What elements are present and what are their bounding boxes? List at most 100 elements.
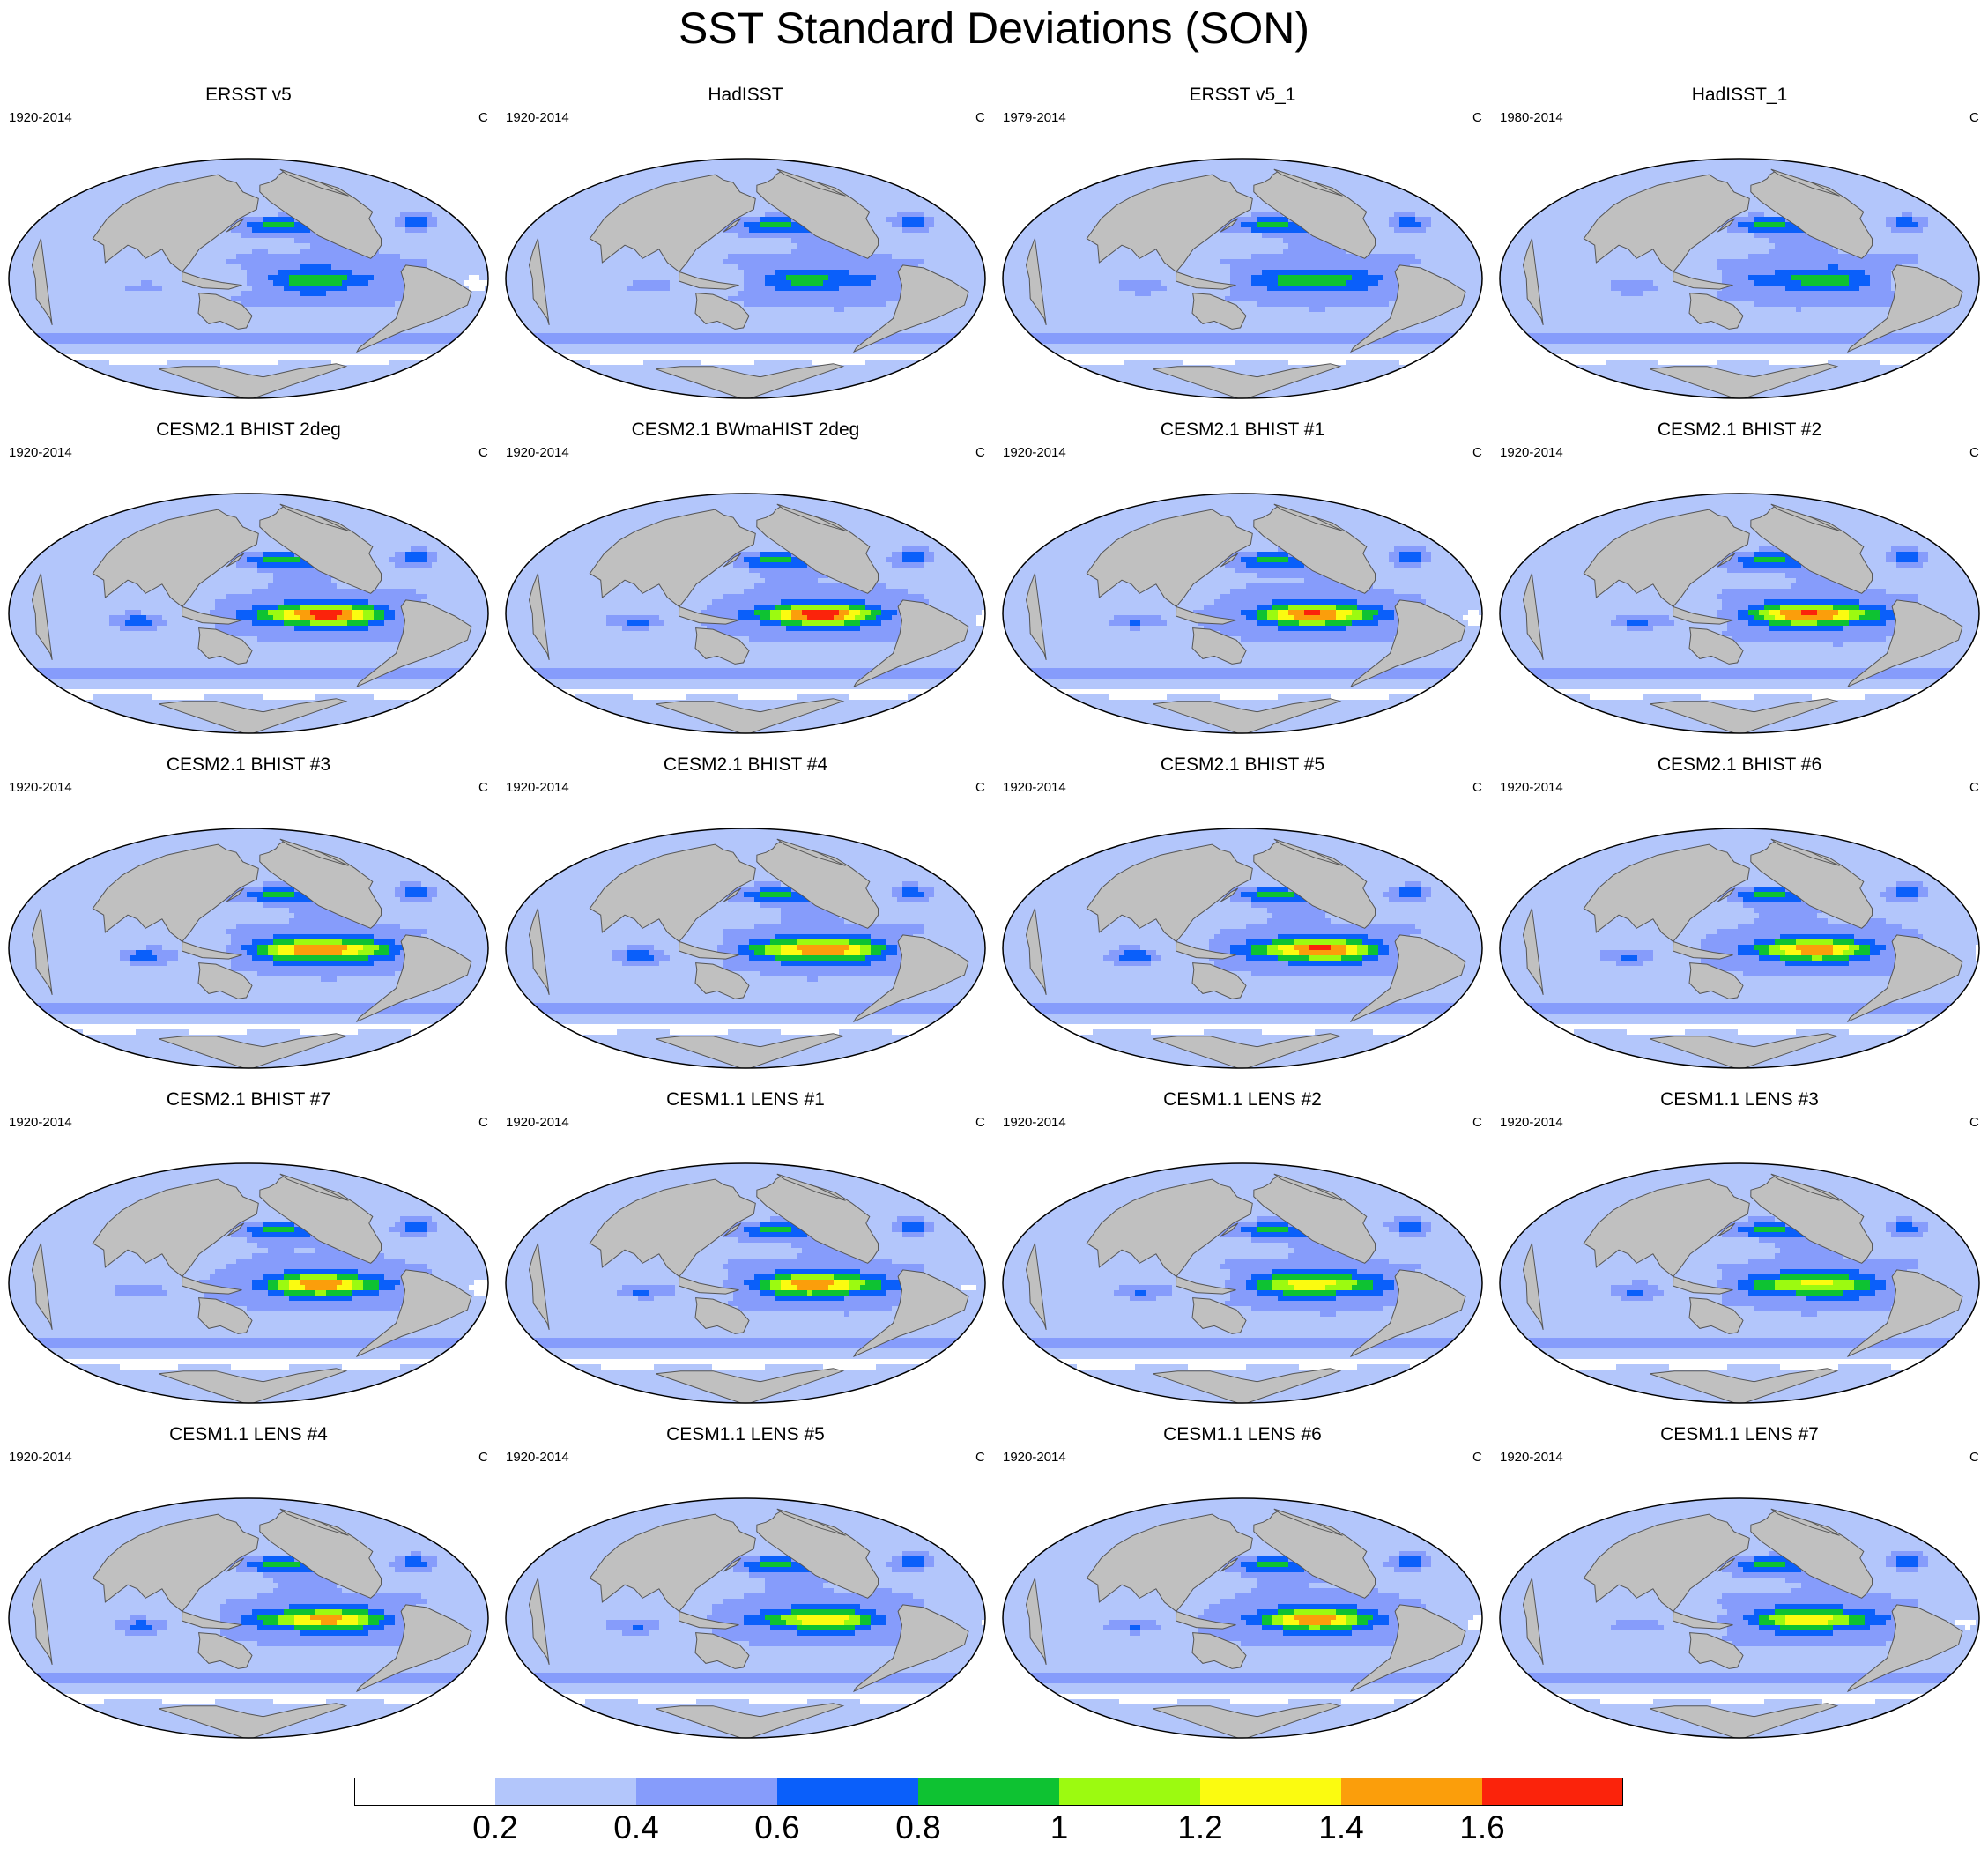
africa-landmass bbox=[528, 908, 550, 996]
panel-unit: C bbox=[1969, 780, 1979, 795]
japan-island bbox=[226, 887, 245, 902]
panel-title: CESM2.1 BHIST #4 bbox=[663, 754, 828, 775]
maritime-continent bbox=[1175, 940, 1236, 960]
panel-period: 1920-2014 bbox=[9, 1115, 72, 1130]
greenland-landmass bbox=[776, 1508, 846, 1536]
north-america-landmass bbox=[756, 841, 879, 929]
greenland-landmass bbox=[279, 168, 349, 197]
north-america-landmass bbox=[259, 1176, 382, 1264]
colorbar-label: 1 bbox=[1050, 1809, 1069, 1845]
north-america-landmass bbox=[1750, 171, 1873, 259]
south-america-landmass bbox=[355, 1269, 472, 1358]
map-panel: CESM2.1 BHIST #2 1920-2014 C bbox=[1491, 419, 1988, 736]
greenland-landmass bbox=[1770, 1173, 1840, 1201]
north-america-landmass bbox=[259, 506, 382, 594]
antarctica-landmass bbox=[655, 698, 845, 733]
africa-landmass bbox=[1025, 238, 1047, 326]
australia-landmass bbox=[694, 1297, 750, 1334]
south-america-landmass bbox=[1846, 934, 1963, 1023]
south-america-landmass bbox=[852, 599, 969, 688]
greenland-landmass bbox=[279, 838, 349, 866]
panel-period: 1920-2014 bbox=[9, 110, 72, 125]
south-america-landmass bbox=[1846, 599, 1963, 688]
maritime-continent bbox=[1672, 605, 1733, 625]
asia-landmass bbox=[589, 509, 756, 608]
panel-title: CESM1.1 LENS #1 bbox=[666, 1089, 825, 1110]
sst-map bbox=[505, 158, 986, 399]
japan-island bbox=[226, 1557, 245, 1572]
map-panel: CESM1.1 LENS #2 1920-2014 C bbox=[994, 1088, 1491, 1406]
africa-landmass bbox=[1522, 908, 1544, 996]
colorbar-swatch bbox=[1059, 1778, 1200, 1806]
africa-landmass bbox=[1025, 908, 1047, 996]
africa-landmass bbox=[31, 238, 53, 326]
panel-unit: C bbox=[1969, 1450, 1979, 1465]
greenland-landmass bbox=[279, 1173, 349, 1201]
antarctica-landmass bbox=[655, 1033, 845, 1068]
australia-landmass bbox=[197, 627, 253, 665]
panel-unit: C bbox=[975, 1115, 985, 1130]
north-america-landmass bbox=[259, 171, 382, 259]
map-panel: CESM1.1 LENS #4 1920-2014 C bbox=[0, 1423, 497, 1741]
panel-unit: C bbox=[975, 780, 985, 795]
map-border bbox=[505, 493, 986, 734]
sst-map bbox=[505, 1162, 986, 1404]
panel-unit: C bbox=[1472, 1115, 1482, 1130]
asia-landmass bbox=[1086, 1513, 1253, 1613]
antarctica-landmass bbox=[1649, 1368, 1839, 1403]
australia-landmass bbox=[1688, 962, 1744, 999]
panel-title: CESM1.1 LENS #7 bbox=[1660, 1424, 1819, 1444]
map-panel: CESM2.1 BHIST #7 1920-2014 C bbox=[0, 1088, 497, 1406]
australia-landmass bbox=[1688, 293, 1744, 330]
north-america-landmass bbox=[756, 506, 879, 594]
japan-island bbox=[1717, 1222, 1736, 1237]
map-border bbox=[1002, 1497, 1483, 1739]
panel-title: ERSST v5_1 bbox=[1189, 85, 1296, 105]
map-border bbox=[8, 1497, 489, 1739]
africa-landmass bbox=[1025, 1243, 1047, 1331]
map-border bbox=[1499, 493, 1980, 734]
colorbar-swatch bbox=[918, 1778, 1059, 1806]
colorbar-label: 1.4 bbox=[1318, 1809, 1364, 1845]
panel-period: 1920-2014 bbox=[506, 110, 569, 125]
greenland-landmass bbox=[776, 1173, 846, 1201]
colorbar-swatch bbox=[1341, 1778, 1482, 1806]
map-panel: CESM2.1 BHIST #5 1920-2014 C bbox=[994, 754, 1491, 1071]
panel-title: CESM1.1 LENS #5 bbox=[666, 1424, 825, 1444]
maritime-continent bbox=[678, 1275, 739, 1295]
south-america-landmass bbox=[1846, 1269, 1963, 1358]
panel-period: 1920-2014 bbox=[1003, 1115, 1066, 1130]
panel-title: CESM1.1 LENS #2 bbox=[1163, 1089, 1322, 1110]
panel-title: CESM1.1 LENS #3 bbox=[1660, 1089, 1819, 1110]
colorbar-swatch bbox=[354, 1778, 495, 1806]
asia-landmass bbox=[1086, 509, 1253, 608]
maritime-continent bbox=[1175, 605, 1236, 625]
panel-unit: C bbox=[1472, 780, 1482, 795]
sst-map bbox=[1002, 828, 1483, 1069]
sst-map bbox=[505, 828, 986, 1069]
asia-landmass bbox=[92, 509, 259, 608]
panel-title: HadISST_1 bbox=[1691, 85, 1788, 105]
asia-landmass bbox=[92, 174, 259, 273]
antarctica-landmass bbox=[1152, 1368, 1342, 1403]
sst-map bbox=[1499, 493, 1980, 734]
map-border bbox=[1499, 1162, 1980, 1404]
panel-unit: C bbox=[478, 1115, 488, 1130]
colorbar-swatch bbox=[777, 1778, 918, 1806]
japan-island bbox=[1717, 553, 1736, 568]
south-america-landmass bbox=[852, 1604, 969, 1693]
australia-landmass bbox=[197, 962, 253, 999]
map-panel: CESM1.1 LENS #5 1920-2014 C bbox=[497, 1423, 994, 1741]
map-panel: CESM2.1 BHIST #4 1920-2014 C bbox=[497, 754, 994, 1071]
map-panel: CESM1.1 LENS #3 1920-2014 C bbox=[1491, 1088, 1988, 1406]
australia-landmass bbox=[694, 962, 750, 999]
map-panel: CESM2.1 BHIST #1 1920-2014 C bbox=[994, 419, 1491, 736]
north-america-landmass bbox=[1253, 171, 1376, 259]
africa-landmass bbox=[1522, 1243, 1544, 1331]
north-america-landmass bbox=[259, 841, 382, 929]
maritime-continent bbox=[1175, 1610, 1236, 1630]
australia-landmass bbox=[694, 293, 750, 330]
greenland-landmass bbox=[1770, 1508, 1840, 1536]
panel-period: 1920-2014 bbox=[1500, 1115, 1563, 1130]
north-america-landmass bbox=[259, 1511, 382, 1599]
